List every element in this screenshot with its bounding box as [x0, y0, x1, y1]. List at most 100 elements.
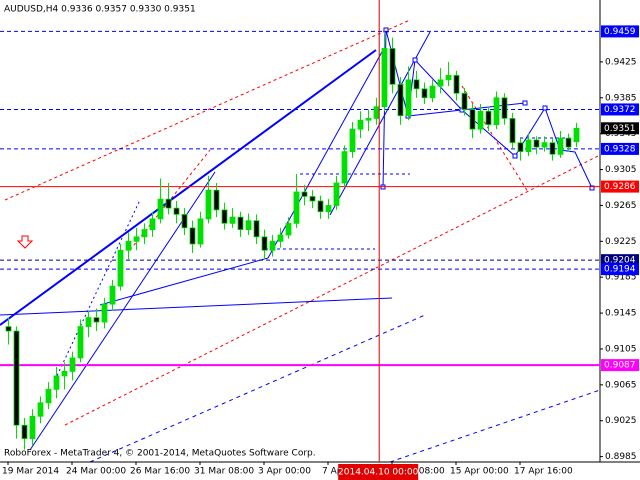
candle-body — [5, 326, 12, 332]
candle-body — [573, 127, 580, 143]
crosshair-label: 2014.04.10 00:00 — [338, 468, 419, 478]
candle-body — [365, 118, 372, 121]
candle-body — [93, 317, 100, 323]
candle-body — [413, 79, 420, 90]
candle-body — [149, 218, 156, 231]
candle-body — [101, 303, 108, 323]
candle-body — [181, 214, 188, 229]
candle-body — [253, 220, 260, 238]
candle-body — [37, 402, 44, 417]
wave-path — [382, 29, 593, 189]
x-tick-label: 26 Mar 16:00 — [130, 467, 190, 477]
candle-body — [477, 110, 484, 130]
price-label-bg — [601, 103, 639, 116]
candle-body — [277, 234, 284, 242]
price-label-bg — [601, 263, 639, 276]
plot-area — [0, 30, 600, 450]
price-label-bg — [601, 25, 639, 38]
trend-line — [0, 297, 393, 316]
projection-line — [89, 314, 426, 463]
y-tick-label: 0.8985 — [605, 452, 637, 462]
x-tick-label: 31 Mar 08:00 — [194, 467, 254, 477]
x-tick-label: 19 Mar 2014 — [2, 467, 59, 477]
candle-body — [333, 182, 340, 206]
candle-body — [373, 106, 380, 119]
price-label-bg — [601, 122, 639, 135]
y-tick-label: 0.9105 — [605, 344, 637, 354]
candle-body — [421, 88, 428, 99]
candle-body — [357, 119, 364, 130]
x-tick-label: 24 Mar 00:00 — [66, 467, 126, 477]
price-label-bg — [601, 180, 639, 193]
candle-body — [341, 151, 348, 184]
price-label-bg — [601, 142, 639, 155]
y-tick-label: 0.9025 — [605, 416, 637, 426]
candle-body — [125, 240, 132, 251]
copyright: RoboForex - MetaTrader 4, © 2001-2014, M… — [4, 449, 316, 459]
candle-body — [429, 85, 436, 99]
candle-body — [325, 205, 332, 213]
arrow-icon — [16, 235, 34, 249]
x-tick-label: 15 Apr 00:00 — [450, 467, 509, 477]
price-label: 0.9286 — [604, 182, 636, 192]
candle-body — [45, 388, 52, 404]
y-tick-label: 0.9385 — [605, 93, 637, 103]
candle-body — [405, 79, 412, 117]
price-label: 0.9351 — [604, 124, 636, 134]
candle-body — [293, 191, 300, 224]
candle-body — [565, 137, 572, 148]
price-label: 0.9194 — [604, 265, 636, 275]
candle-body — [301, 191, 308, 197]
candle-body — [157, 198, 164, 220]
candle-body — [109, 285, 116, 305]
candle-body — [221, 209, 228, 224]
candle-body — [261, 236, 268, 251]
crosshair-label-bg — [338, 464, 419, 480]
price-label-bg — [601, 359, 639, 372]
candle-body — [13, 330, 20, 426]
price-label: 0.9204 — [604, 256, 636, 266]
projection-line — [54, 199, 141, 381]
candle-body — [493, 97, 500, 126]
candle-body — [309, 196, 316, 202]
candle-body — [165, 198, 172, 209]
x-tick-label: 3 Apr 00:00 — [258, 467, 311, 477]
candle-body — [237, 216, 244, 231]
candle-body — [461, 92, 468, 110]
y-tick-label: 0.9305 — [605, 165, 637, 175]
candle-body — [549, 142, 556, 155]
candle-body — [189, 227, 196, 245]
chart-title: AUDUSD,H4 0.9336 0.9357 0.9330 0.9351 — [4, 5, 196, 15]
channel-line — [64, 154, 601, 426]
candle-body — [557, 137, 564, 155]
candle-body — [21, 424, 28, 440]
trend-line — [0, 49, 377, 326]
candle-body — [213, 189, 220, 211]
candle-body — [61, 370, 68, 377]
candle-body — [85, 317, 92, 327]
candle-body — [53, 375, 60, 390]
trend-line — [99, 257, 269, 306]
candle-body — [445, 74, 452, 81]
candle-body — [69, 357, 76, 372]
projection-line — [389, 389, 601, 463]
candle-body — [173, 207, 180, 215]
candle-body — [485, 110, 492, 126]
candle-body — [397, 83, 404, 117]
channel-line — [4, 19, 411, 201]
candle-body — [285, 222, 292, 236]
y-tick-label: 0.9065 — [605, 380, 637, 390]
candle-body — [389, 48, 396, 85]
candle-body — [509, 118, 516, 144]
candle-body — [349, 128, 356, 153]
y-tick-label: 0.9145 — [605, 309, 637, 319]
candle-body — [437, 79, 444, 87]
candle-body — [29, 415, 36, 440]
candle-body — [317, 200, 324, 213]
candle-body — [541, 142, 548, 148]
price-label: 0.9328 — [604, 144, 636, 154]
y-tick-label: 0.9225 — [605, 237, 637, 247]
candle-body — [501, 97, 508, 119]
x-tick-label: 17 Apr 16:00 — [514, 467, 573, 477]
